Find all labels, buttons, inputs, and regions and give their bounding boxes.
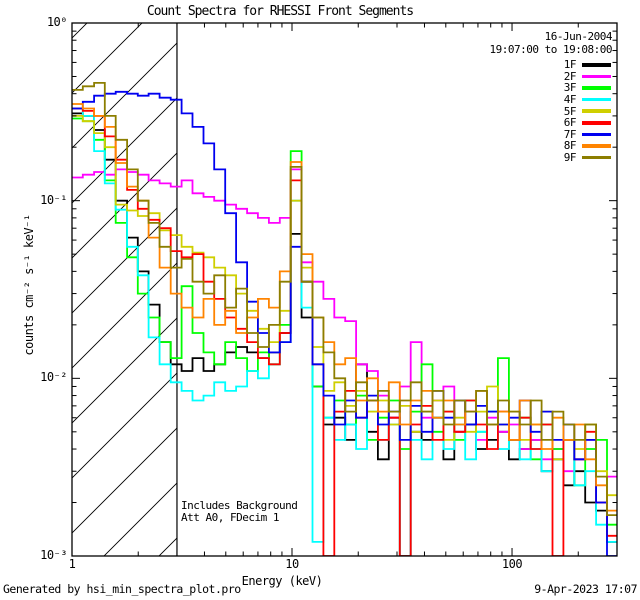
legend-row-4F: 4F xyxy=(563,93,611,107)
legend-label: 6F xyxy=(563,116,577,130)
annotation-attenuator-state: Att A0, FDecim 1 xyxy=(181,511,279,524)
y-tick-label: 10⁰ xyxy=(46,15,68,29)
legend-row-8F: 8F xyxy=(563,139,611,153)
legend-label: 4F xyxy=(563,93,577,107)
legend-swatch xyxy=(582,109,611,113)
legend-label: 2F xyxy=(563,69,577,83)
y-axis-label: counts cm⁻² s⁻¹ keV⁻¹ xyxy=(22,214,36,356)
y-tick-label: 10⁻² xyxy=(40,370,67,385)
legend-swatch xyxy=(582,121,611,125)
plot-frame xyxy=(71,22,618,557)
legend-row-3F: 3F xyxy=(563,81,611,95)
legend-label: 3F xyxy=(563,81,577,95)
x-tick-label-10: 10 xyxy=(285,557,299,571)
legend-swatch xyxy=(582,86,611,90)
footer-generator: Generated by hsi_min_spectra_plot.pro xyxy=(3,582,241,596)
legend-label: 9F xyxy=(563,151,577,165)
legend-swatch xyxy=(582,132,611,137)
legend-row-2F: 2F xyxy=(563,69,611,83)
series-8F xyxy=(72,103,617,512)
legend-swatch xyxy=(582,63,611,67)
legend: 1F 2F 3F 4F 5F 6F 7F 8F 9F xyxy=(563,58,611,165)
x-axis-label: Energy (keV) xyxy=(241,574,323,588)
observation-date: 16-Jun-2004 xyxy=(544,30,613,43)
legend-label: 7F xyxy=(563,127,577,141)
legend-row-6F: 6F xyxy=(563,116,611,130)
series-4F xyxy=(72,107,617,556)
y-tick-label: 10⁻¹ xyxy=(40,192,67,207)
legend-label: 1F xyxy=(563,58,577,72)
footer-timestamp: 9-Apr-2023 17:07 xyxy=(534,582,637,596)
legend-swatch xyxy=(582,74,611,79)
legend-swatch xyxy=(582,144,611,148)
series-9F xyxy=(72,82,617,516)
series-group xyxy=(72,82,617,556)
legend-label: 5F xyxy=(563,104,577,118)
series-2F xyxy=(72,168,617,504)
page-title: Count Spectra for RHESSI Front Segments xyxy=(146,4,414,19)
legend-row-9F: 9F xyxy=(563,151,611,165)
legend-row-5F: 5F xyxy=(563,104,611,118)
legend-label: 8F xyxy=(563,139,577,153)
legend-swatch xyxy=(582,97,611,102)
hatched-attenuator-region xyxy=(72,23,177,556)
legend-swatch xyxy=(582,155,611,160)
legend-row-1F: 1F xyxy=(563,58,611,72)
observation-interval: 19:07:00 to 19:08:00 xyxy=(489,43,613,56)
annotation-includes-background: Includes Background xyxy=(181,499,298,512)
x-tick-label-100: 100 xyxy=(501,557,523,571)
x-tick-label-1: 1 xyxy=(68,557,76,571)
y-tick-label: 10⁻³ xyxy=(40,548,67,562)
legend-row-7F: 7F xyxy=(563,127,611,141)
